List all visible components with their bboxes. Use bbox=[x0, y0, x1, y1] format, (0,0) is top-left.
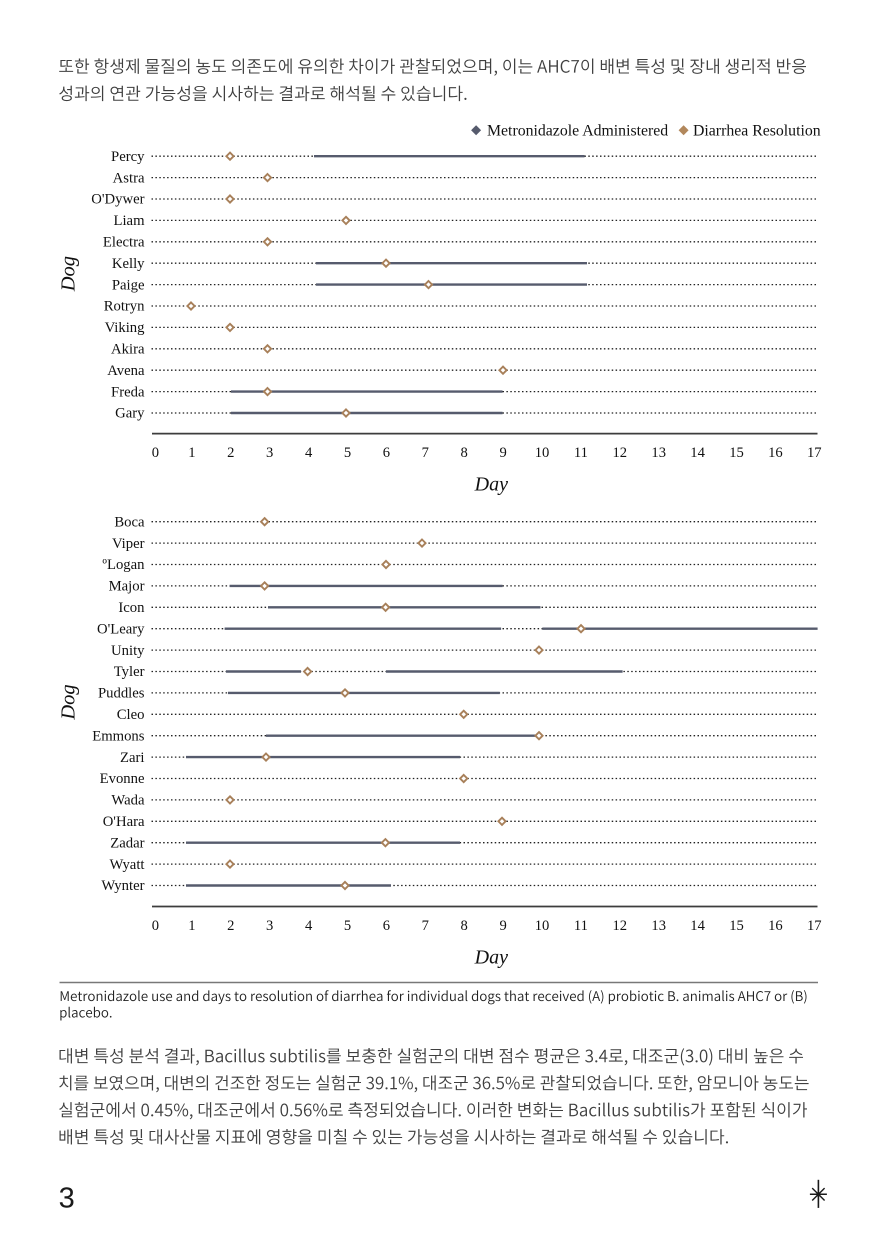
svg-text:Avena: Avena bbox=[107, 363, 145, 379]
svg-text:Akira: Akira bbox=[111, 342, 145, 358]
svg-text:9: 9 bbox=[499, 918, 506, 934]
svg-text:3: 3 bbox=[59, 1183, 75, 1215]
svg-text:Liam: Liam bbox=[114, 213, 146, 229]
svg-text:15: 15 bbox=[729, 445, 744, 461]
svg-text:O'Hara: O'Hara bbox=[103, 814, 145, 830]
svg-text:Zadar: Zadar bbox=[110, 835, 144, 851]
svg-text:16: 16 bbox=[768, 445, 783, 461]
svg-text:10: 10 bbox=[535, 445, 550, 461]
svg-text:6: 6 bbox=[383, 918, 390, 934]
svg-text:5: 5 bbox=[344, 918, 351, 934]
svg-text:Percy: Percy bbox=[111, 149, 145, 165]
svg-text:Zari: Zari bbox=[120, 750, 144, 766]
svg-text:13: 13 bbox=[651, 445, 666, 461]
svg-text:Wada: Wada bbox=[111, 793, 145, 809]
svg-text:Puddles: Puddles bbox=[98, 686, 145, 702]
svg-text:Day: Day bbox=[474, 474, 508, 496]
svg-text:Icon: Icon bbox=[118, 600, 145, 616]
svg-text:12: 12 bbox=[613, 445, 628, 461]
svg-text:17: 17 bbox=[807, 918, 822, 934]
svg-text:O'Leary: O'Leary bbox=[97, 621, 145, 637]
svg-text:Freda: Freda bbox=[111, 384, 145, 400]
svg-text:Diarrhea Resolution: Diarrhea Resolution bbox=[693, 122, 821, 139]
svg-text:3: 3 bbox=[266, 445, 273, 461]
svg-text:11: 11 bbox=[574, 918, 588, 934]
svg-text:Dog: Dog bbox=[58, 684, 80, 720]
svg-text:14: 14 bbox=[690, 445, 705, 461]
svg-text:2: 2 bbox=[227, 918, 234, 934]
svg-text:Viking: Viking bbox=[105, 320, 146, 336]
svg-text:4: 4 bbox=[305, 445, 313, 461]
svg-text:16: 16 bbox=[768, 918, 783, 934]
svg-text:Astra: Astra bbox=[113, 170, 145, 186]
svg-text:9: 9 bbox=[499, 445, 506, 461]
svg-text:Unity: Unity bbox=[111, 643, 145, 659]
svg-text:Paige: Paige bbox=[112, 277, 145, 293]
svg-text:O'Dywer: O'Dywer bbox=[91, 192, 144, 208]
svg-text:Kelly: Kelly bbox=[112, 256, 145, 272]
svg-text:3: 3 bbox=[266, 918, 273, 934]
svg-text:14: 14 bbox=[690, 918, 705, 934]
svg-text:17: 17 bbox=[807, 445, 822, 461]
svg-text:Day: Day bbox=[474, 947, 508, 969]
svg-text:0: 0 bbox=[152, 445, 159, 461]
svg-text:13: 13 bbox=[651, 918, 666, 934]
svg-text:Viper: Viper bbox=[112, 536, 145, 552]
svg-text:7: 7 bbox=[422, 918, 429, 934]
svg-text:1: 1 bbox=[188, 918, 195, 934]
svg-text:2: 2 bbox=[227, 445, 234, 461]
svg-text:Major: Major bbox=[109, 579, 145, 595]
svg-text:7: 7 bbox=[422, 445, 429, 461]
svg-text:Tyler: Tyler bbox=[114, 664, 145, 680]
svg-text:1: 1 bbox=[188, 445, 195, 461]
svg-text:Emmons: Emmons bbox=[92, 728, 145, 744]
svg-text:Boca: Boca bbox=[114, 514, 145, 530]
svg-text:8: 8 bbox=[461, 918, 468, 934]
svg-text:Cleo: Cleo bbox=[117, 707, 145, 723]
svg-text:Rotryn: Rotryn bbox=[104, 299, 145, 315]
svg-text:Wyatt: Wyatt bbox=[109, 857, 144, 873]
svg-text:Electra: Electra bbox=[103, 235, 145, 251]
svg-text:ºLogan: ºLogan bbox=[102, 557, 145, 573]
svg-text:15: 15 bbox=[729, 918, 744, 934]
svg-text:10: 10 bbox=[535, 918, 550, 934]
svg-text:6: 6 bbox=[383, 445, 390, 461]
svg-text:4: 4 bbox=[305, 918, 313, 934]
svg-text:0: 0 bbox=[152, 918, 159, 934]
svg-text:5: 5 bbox=[344, 445, 351, 461]
svg-text:8: 8 bbox=[461, 445, 468, 461]
svg-text:Metronidazole Administered: Metronidazole Administered bbox=[487, 122, 668, 139]
svg-text:Wynter: Wynter bbox=[101, 878, 144, 894]
svg-text:Dog: Dog bbox=[58, 256, 80, 292]
svg-text:12: 12 bbox=[613, 918, 628, 934]
svg-text:Evonne: Evonne bbox=[100, 771, 145, 787]
svg-text:Gary: Gary bbox=[115, 406, 145, 422]
svg-text:11: 11 bbox=[574, 445, 588, 461]
